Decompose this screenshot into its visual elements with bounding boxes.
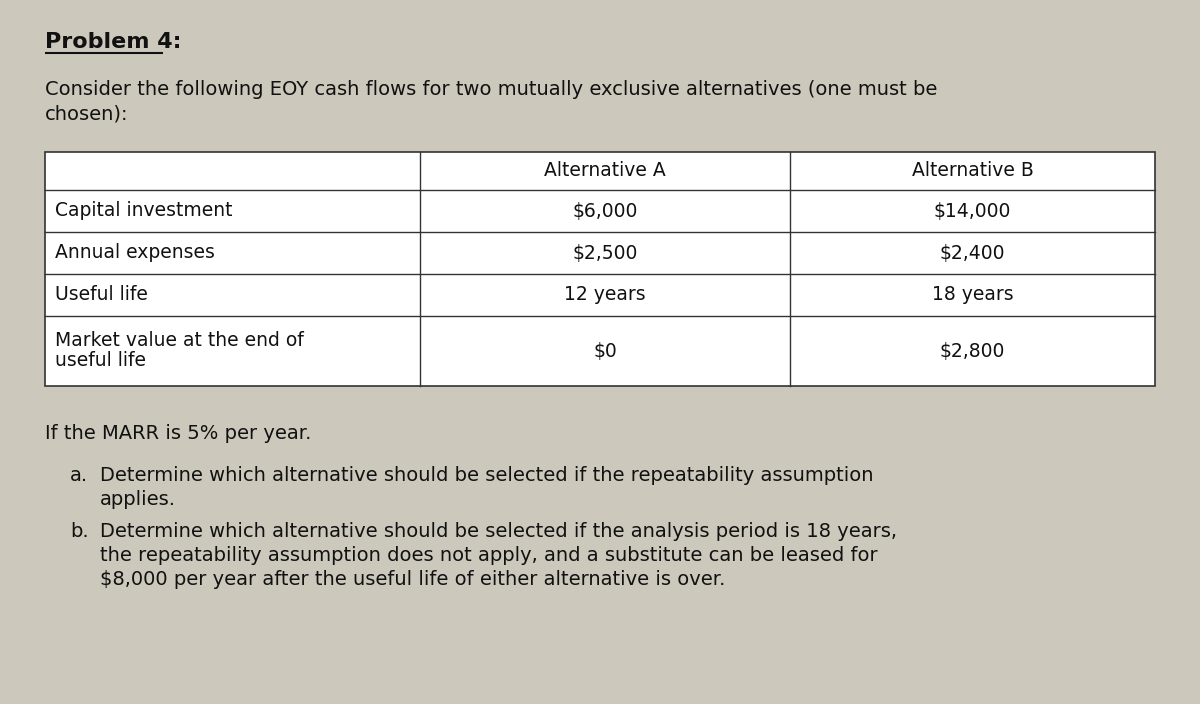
Text: Annual expenses: Annual expenses [55,244,215,263]
Text: Problem 4:: Problem 4: [46,32,181,52]
Text: a.: a. [70,466,88,485]
Text: useful life: useful life [55,351,146,370]
Text: Alternative B: Alternative B [912,161,1033,180]
Text: Market value at the end of: Market value at the end of [55,332,304,351]
Text: Capital investment: Capital investment [55,201,233,220]
Text: If the MARR is 5% per year.: If the MARR is 5% per year. [46,424,311,443]
Text: b.: b. [70,522,89,541]
Text: $2,400: $2,400 [940,244,1006,263]
Bar [46,152,1154,386]
Text: $2,500: $2,500 [572,244,637,263]
Text: $2,800: $2,800 [940,341,1006,360]
Text: Determine which alternative should be selected if the analysis period is 18 year: Determine which alternative should be se… [100,522,898,541]
Text: 12 years: 12 years [564,286,646,305]
Text: Determine which alternative should be selected if the repeatability assumption: Determine which alternative should be se… [100,466,874,485]
Text: $8,000 per year after the useful life of either alternative is over.: $8,000 per year after the useful life of… [100,570,725,589]
Text: $6,000: $6,000 [572,201,637,220]
Text: applies.: applies. [100,490,176,509]
Text: 18 years: 18 years [931,286,1013,305]
Text: Consider the following EOY cash flows for two mutually exclusive alternatives (o: Consider the following EOY cash flows fo… [46,80,937,99]
Text: $14,000: $14,000 [934,201,1012,220]
Text: Alternative A: Alternative A [544,161,666,180]
Text: $0: $0 [593,341,617,360]
Text: the repeatability assumption does not apply, and a substitute can be leased for: the repeatability assumption does not ap… [100,546,877,565]
Text: Useful life: Useful life [55,286,148,305]
Text: chosen):: chosen): [46,104,128,123]
